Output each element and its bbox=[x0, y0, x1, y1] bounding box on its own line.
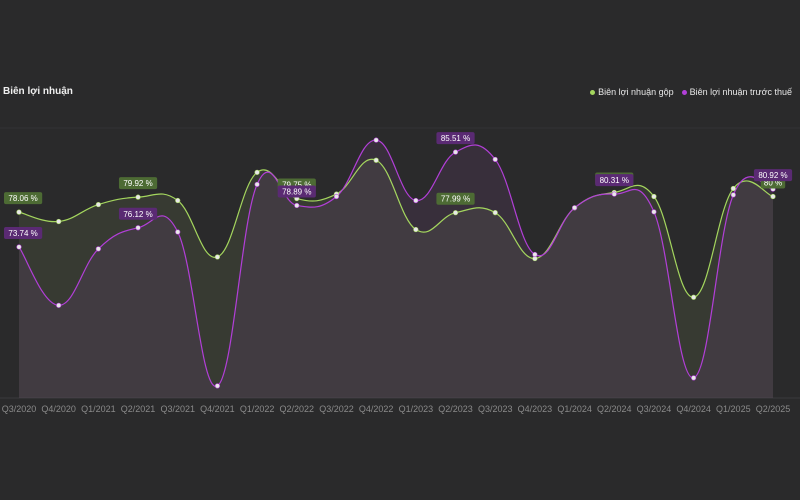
data-label-bg bbox=[436, 192, 475, 205]
data-label-text: 79.92 % bbox=[123, 179, 152, 188]
series-line-1 bbox=[18, 139, 774, 387]
data-point bbox=[571, 205, 578, 211]
data-label-bg bbox=[118, 207, 158, 220]
data-label: 80.31 % bbox=[595, 174, 634, 187]
data-label: 77.99 % bbox=[436, 192, 475, 205]
data-point bbox=[532, 251, 538, 258]
x-tick-label: Q4/2023 bbox=[518, 404, 553, 414]
x-tick-label: Q2/2024 bbox=[597, 404, 632, 414]
data-label-bg bbox=[436, 132, 475, 145]
data-point bbox=[254, 181, 260, 188]
data-point bbox=[16, 209, 22, 215]
data-label-text: 76.12 % bbox=[123, 210, 152, 219]
x-tick-label: Q1/2024 bbox=[557, 404, 592, 414]
data-point bbox=[492, 156, 498, 163]
data-label-bg bbox=[595, 174, 634, 187]
data-point bbox=[651, 209, 657, 215]
data-point bbox=[730, 192, 736, 198]
x-tick-label: Q4/2021 bbox=[200, 404, 235, 414]
series-area-1 bbox=[19, 140, 773, 398]
data-point bbox=[214, 383, 221, 389]
data-point bbox=[413, 197, 419, 204]
data-point bbox=[56, 218, 62, 225]
data-point bbox=[691, 294, 697, 300]
legend-dot-icon bbox=[681, 89, 687, 95]
data-label-text: 78.06 % bbox=[8, 194, 37, 203]
data-label: 78.06 % bbox=[4, 192, 43, 205]
data-label-text: 77.99 % bbox=[441, 195, 470, 204]
data-label: 79.92 % bbox=[118, 177, 158, 190]
series-line-0 bbox=[18, 158, 774, 298]
data-label: 76.12 % bbox=[118, 207, 158, 220]
data-label-bg bbox=[118, 177, 158, 190]
data-point bbox=[413, 226, 419, 233]
legend-dot-icon bbox=[590, 89, 596, 95]
data-label-text: 73.74 % bbox=[8, 229, 37, 238]
x-tick-label: Q1/2021 bbox=[81, 404, 116, 414]
x-tick-label: Q4/2024 bbox=[676, 404, 711, 414]
data-label-text: 78.89 % bbox=[282, 187, 311, 196]
x-tick-label: Q2/2022 bbox=[280, 404, 315, 414]
data-label: 78.89 % bbox=[277, 185, 316, 198]
legend-label: Biên lợi nhuận gộp bbox=[598, 87, 674, 97]
data-point bbox=[135, 194, 141, 200]
data-point bbox=[373, 157, 379, 163]
x-tick-label: Q3/2022 bbox=[319, 404, 354, 414]
data-point bbox=[373, 137, 379, 143]
x-tick-label: Q2/2025 bbox=[756, 404, 791, 414]
data-point bbox=[56, 302, 62, 308]
data-label-text: 80.92 % bbox=[758, 171, 787, 180]
data-point bbox=[770, 193, 776, 200]
x-tick-label: Q1/2025 bbox=[716, 404, 751, 414]
data-label-bg bbox=[277, 185, 316, 198]
data-label-text: 80.31 % bbox=[600, 176, 629, 185]
data-label: 80.92 % bbox=[753, 169, 793, 182]
x-tick-label: Q2/2021 bbox=[121, 404, 156, 414]
data-point bbox=[452, 149, 459, 155]
x-tick-label: Q1/2023 bbox=[399, 404, 434, 414]
legend-item-pretax-margin[interactable]: Biên lợi nhuận trước thuế bbox=[681, 87, 792, 97]
data-label: 85.51 % bbox=[436, 132, 475, 145]
x-tick-label: Q3/2021 bbox=[160, 404, 195, 414]
data-label-bg bbox=[4, 192, 43, 205]
legend: Biên lợi nhuận gộp Biên lợi nhuận trước … bbox=[590, 87, 792, 97]
data-point bbox=[214, 254, 221, 260]
data-point bbox=[175, 197, 181, 204]
x-tick-label: Q1/2022 bbox=[240, 404, 275, 414]
legend-label: Biên lợi nhuận trước thuế bbox=[689, 87, 792, 97]
x-tick-label: Q3/2020 bbox=[2, 404, 37, 414]
data-point bbox=[294, 202, 300, 209]
legend-item-gross-margin[interactable]: Biên lợi nhuận gộp bbox=[590, 87, 674, 97]
data-label-bg bbox=[4, 226, 43, 239]
data-point bbox=[651, 193, 657, 200]
data-point bbox=[135, 225, 141, 231]
x-tick-label: Q4/2022 bbox=[359, 404, 394, 414]
series-area-0 bbox=[19, 159, 773, 398]
chart-title: Biên lợi nhuận bbox=[3, 86, 73, 97]
data-label-bg bbox=[753, 169, 793, 182]
data-label-text: 80 % bbox=[764, 179, 782, 188]
data-point bbox=[611, 191, 617, 197]
data-point bbox=[333, 193, 340, 200]
data-point bbox=[730, 185, 736, 192]
x-tick-label: Q4/2020 bbox=[41, 404, 76, 414]
data-point bbox=[691, 375, 697, 381]
data-point bbox=[95, 246, 101, 252]
data-point bbox=[175, 229, 181, 235]
x-tick-label: Q3/2024 bbox=[637, 404, 672, 414]
data-point bbox=[95, 201, 101, 208]
data-label-text: 85.51 % bbox=[441, 134, 470, 143]
data-label-text: 79.75 % bbox=[282, 181, 311, 190]
x-tick-label: Q2/2023 bbox=[438, 404, 473, 414]
data-point bbox=[492, 210, 498, 216]
data-point bbox=[16, 244, 22, 250]
x-tick-label: Q3/2023 bbox=[478, 404, 513, 414]
data-point bbox=[254, 169, 260, 175]
data-label: 73.74 % bbox=[4, 226, 43, 239]
data-point bbox=[452, 210, 459, 216]
